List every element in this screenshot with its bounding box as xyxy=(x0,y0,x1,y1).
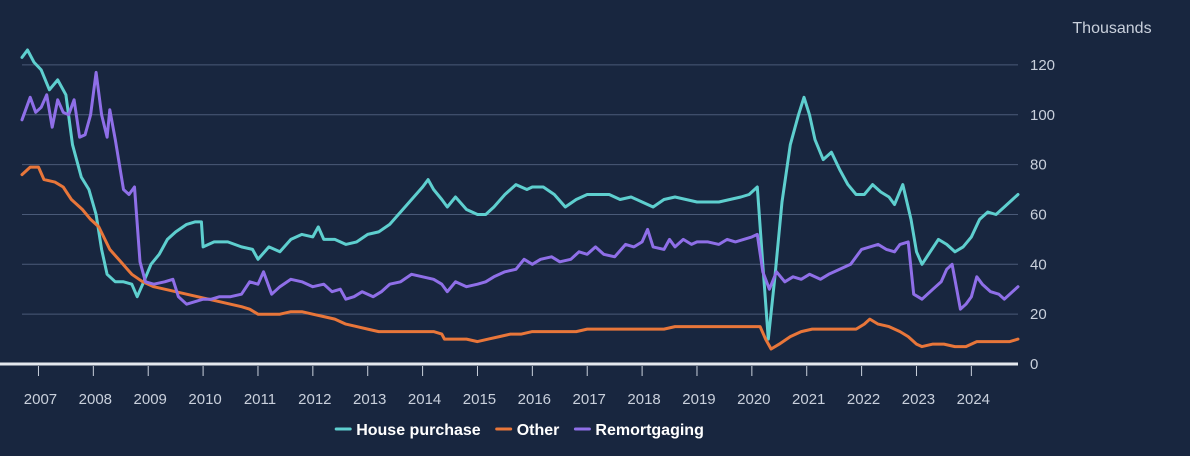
x-tick-label: 2015 xyxy=(463,391,496,408)
legend: House purchase Other Remortgaging xyxy=(334,422,704,439)
y-tick-label: 100 xyxy=(1030,107,1055,124)
legend-label: Remortgaging xyxy=(595,422,703,439)
x-tick-label: 2014 xyxy=(408,391,441,408)
x-tick-label: 2008 xyxy=(79,391,112,408)
x-tick-label: 2019 xyxy=(682,391,715,408)
y-axis-unit-label: Thousands xyxy=(1072,20,1151,37)
y-tick-label: 20 xyxy=(1030,306,1047,323)
x-tick-label: 2022 xyxy=(847,391,880,408)
x-tick-label: 2016 xyxy=(518,391,551,408)
y-tick-label: 60 xyxy=(1030,206,1047,223)
x-tick-label: 2024 xyxy=(957,391,990,408)
series-line-2 xyxy=(20,165,1020,351)
legend-item: Other xyxy=(495,422,560,439)
y-tick-label: 0 xyxy=(1030,356,1038,373)
y-axis-ticks: 0 20 40 60 80 100 120 xyxy=(1030,57,1055,373)
y-tick-label: 120 xyxy=(1030,57,1055,74)
legend-label: House purchase xyxy=(356,422,481,439)
x-tick-label: 2007 xyxy=(24,391,57,408)
y-tick-label: 40 xyxy=(1030,256,1047,273)
x-tick-label: 2012 xyxy=(298,391,331,408)
gridlines xyxy=(22,64,1018,315)
x-tick-label: 2011 xyxy=(244,391,276,408)
y-tick-label: 80 xyxy=(1030,157,1047,174)
x-tick-label: 2009 xyxy=(134,391,167,408)
x-tick-label: 2010 xyxy=(188,391,221,408)
x-axis-ticks: 2007 2008 2009 2010 2011 2012 2013 2014 2015 2016… xyxy=(24,366,990,408)
series-line-3 xyxy=(20,70,1020,311)
x-tick-label: 2023 xyxy=(902,391,935,408)
x-tick-label: 2020 xyxy=(737,391,770,408)
series-lines xyxy=(20,48,1020,351)
series-line-1 xyxy=(20,48,1020,341)
x-tick-label: 2017 xyxy=(573,391,606,408)
x-tick-label: 2013 xyxy=(353,391,386,408)
legend-item: Remortgaging xyxy=(573,422,704,439)
legend-item: House purchase xyxy=(334,422,481,439)
legend-label: Other xyxy=(517,422,560,439)
x-tick-label: 2021 xyxy=(792,391,825,408)
x-tick-label: 2018 xyxy=(627,391,660,408)
